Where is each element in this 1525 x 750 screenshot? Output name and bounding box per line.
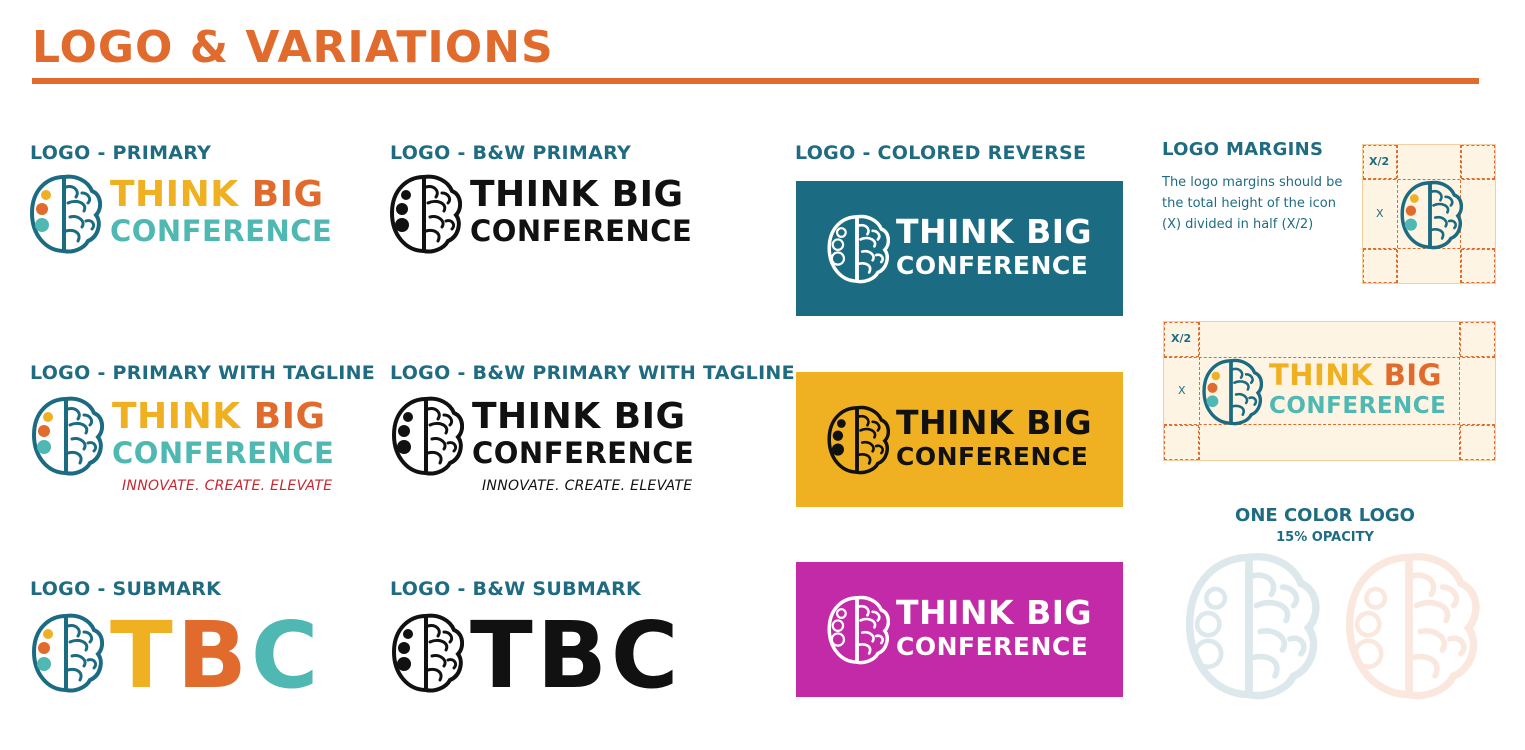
title-rule bbox=[32, 78, 1479, 84]
half-label: X/2 bbox=[1369, 155, 1390, 168]
margins-diagram-icon: X/2 X bbox=[1362, 144, 1496, 284]
reverse-panel-magenta: THINK BIG CONFERENCE bbox=[796, 562, 1123, 697]
wordmark-think-big: THINK BIG bbox=[112, 399, 326, 435]
wordmark-think-big: THINK BIG bbox=[896, 403, 1093, 442]
brain-icon bbox=[827, 214, 890, 284]
reverse-panel-yellow: THINK BIG CONFERENCE bbox=[796, 372, 1123, 507]
brain-icon bbox=[30, 174, 102, 254]
submark-b: B bbox=[176, 602, 251, 709]
margin-line bbox=[1164, 424, 1495, 425]
margins-description: The logo margins should be the total hei… bbox=[1162, 175, 1343, 232]
wordmark-think-big: THINK BIG bbox=[896, 212, 1093, 251]
one-color-subtitle: 15% OPACITY bbox=[1276, 530, 1374, 545]
margin-box bbox=[1164, 322, 1199, 357]
wordmark-think: THINK bbox=[1269, 358, 1374, 392]
margin-line bbox=[1363, 179, 1495, 180]
brain-icon bbox=[1202, 358, 1263, 426]
wordmark-conference: CONFERENCE bbox=[470, 214, 693, 248]
brain-icon bbox=[390, 174, 462, 254]
wordmark-conference: CONFERENCE bbox=[896, 442, 1089, 471]
wordmark-think-big: THINK BIG bbox=[472, 396, 686, 437]
margin-box bbox=[1363, 145, 1397, 179]
margin-line bbox=[1199, 322, 1200, 460]
wordmark-conference: CONFERENCE bbox=[472, 436, 695, 470]
logo-bw-primary-tagline: THINK BIG CONFERENCE INNOVATE. CREATE. E… bbox=[388, 395, 708, 515]
submark-letters: TBC bbox=[470, 602, 683, 709]
label-logo-bw-primary-tagline: LOGO - B&W PRIMARY WITH TAGLINE bbox=[390, 362, 795, 384]
margin-line bbox=[1397, 145, 1398, 283]
margin-line bbox=[1459, 322, 1460, 460]
wordmark-think: THINK bbox=[110, 174, 239, 215]
margin-box bbox=[1363, 249, 1397, 283]
wordmark-big: BIG bbox=[1383, 358, 1442, 392]
brain-icon bbox=[32, 396, 104, 476]
x-label: X bbox=[1376, 207, 1384, 220]
wordmark-big: BIG bbox=[251, 174, 324, 215]
label-logo-primary: LOGO - PRIMARY bbox=[30, 142, 212, 164]
label-logo-bw-submark: LOGO - B&W SUBMARK bbox=[390, 578, 642, 600]
label-logo-bw-primary: LOGO - B&W PRIMARY bbox=[390, 142, 632, 164]
logo-submark: TBC bbox=[28, 610, 348, 704]
wordmark-conference: CONFERENCE bbox=[1269, 393, 1447, 419]
brain-icon-teal-faded bbox=[1178, 550, 1320, 702]
wordmark-conference: CONFERENCE bbox=[896, 632, 1089, 661]
wordmark-conference: CONFERENCE bbox=[112, 436, 335, 470]
wordmark-think-big: THINK BIG bbox=[1269, 361, 1442, 390]
page-title: LOGO & VARIATIONS bbox=[32, 22, 554, 73]
wordmark-think-big: THINK BIG bbox=[470, 174, 684, 215]
brain-icon bbox=[827, 595, 890, 665]
submark-c: C bbox=[250, 602, 323, 709]
margin-box bbox=[1461, 145, 1495, 179]
half-label: X/2 bbox=[1171, 332, 1192, 345]
margin-box bbox=[1461, 249, 1495, 283]
logo-primary: THINK BIG CONFERENCE bbox=[26, 173, 346, 259]
brain-icon bbox=[392, 613, 464, 693]
brain-icon bbox=[392, 396, 464, 476]
tagline: INNOVATE. CREATE. ELEVATE bbox=[482, 478, 693, 494]
wordmark-big: BIG bbox=[253, 396, 326, 437]
one-color-title: ONE COLOR LOGO bbox=[1235, 505, 1415, 526]
brain-icon bbox=[827, 405, 890, 475]
label-logo-primary-tagline: LOGO - PRIMARY WITH TAGLINE bbox=[30, 362, 376, 384]
label-logo-submark: LOGO - SUBMARK bbox=[30, 578, 222, 600]
margin-line bbox=[1164, 357, 1495, 358]
tagline: INNOVATE. CREATE. ELEVATE bbox=[122, 478, 333, 494]
brain-icon bbox=[1400, 180, 1463, 250]
wordmark-think: THINK bbox=[112, 396, 241, 437]
wordmark-conference: CONFERENCE bbox=[896, 251, 1089, 280]
margin-box bbox=[1164, 425, 1199, 460]
x-label: X bbox=[1178, 384, 1186, 397]
reverse-panel-teal: THINK BIG CONFERENCE bbox=[796, 181, 1123, 316]
label-logo-margins: LOGO MARGINS bbox=[1162, 139, 1324, 160]
margin-box bbox=[1460, 322, 1495, 357]
logo-primary-small: THINK BIG CONFERENCE bbox=[1199, 357, 1462, 427]
label-logo-colored-reverse: LOGO - COLORED REVERSE bbox=[795, 142, 1087, 164]
wordmark-think-big: THINK BIG bbox=[896, 593, 1093, 632]
logo-bw-submark: TBC bbox=[388, 602, 708, 709]
brain-icon-orange-faded bbox=[1338, 550, 1480, 702]
logo-primary-tagline: THINK BIG CONFERENCE INNOVATE. CREATE. E… bbox=[28, 395, 348, 515]
submark-letters: TBC bbox=[110, 610, 322, 702]
wordmark-conference: CONFERENCE bbox=[110, 214, 333, 248]
logo-bw-primary: THINK BIG CONFERENCE bbox=[386, 173, 706, 259]
margin-box bbox=[1460, 425, 1495, 460]
wordmark-think-big: THINK BIG bbox=[110, 177, 324, 213]
brain-icon bbox=[32, 613, 104, 693]
margins-diagram-logo: X/2 X THINK BIG CONFERENCE bbox=[1163, 321, 1496, 461]
submark-t: T bbox=[110, 602, 177, 709]
